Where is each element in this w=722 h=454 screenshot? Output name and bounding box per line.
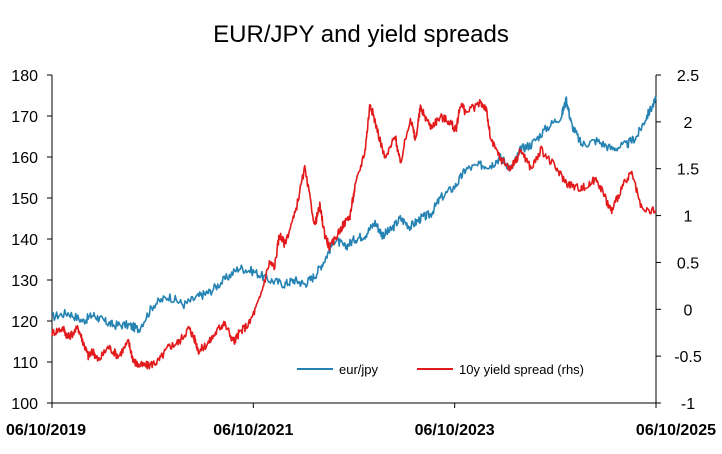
left-tick-label: 160 [11, 150, 38, 167]
x-tick-label: 06/10/2023 [415, 422, 495, 439]
yield-spread-series-line [51, 99, 657, 370]
legend-label-eurjpy: eur/jpy [339, 362, 379, 377]
eurjpy-series-line [51, 96, 657, 334]
right-tick-label: -0.5 [674, 349, 702, 366]
right-tick-label: 0 [684, 302, 693, 319]
left-tick-label: 140 [11, 232, 38, 249]
right-tick-label: 0.5 [677, 255, 699, 272]
x-tick-label: 06/10/2025 [636, 422, 716, 439]
left-tick-label: 100 [11, 396, 38, 413]
right-tick-label: 1.5 [677, 162, 699, 179]
plot-area: 100 110 120 130 140 150 160 170 180 -1 -0.5 0 0.5 1 1.… [6, 68, 716, 439]
right-tick-label: -1 [681, 396, 695, 413]
left-tick-label: 180 [11, 68, 38, 85]
right-tick-label: 1 [684, 209, 693, 226]
x-tick-label: 06/10/2021 [213, 422, 293, 439]
chart-title: EUR/JPY and yield spreads [213, 21, 509, 48]
left-tick-label: 110 [12, 355, 38, 372]
left-tick-label: 150 [11, 191, 38, 208]
right-tick-label: 2 [684, 115, 693, 132]
left-tick-label: 170 [11, 109, 38, 126]
legend-label-yield-spread: 10y yield spread (rhs) [459, 362, 584, 377]
x-tick-label: 06/10/2019 [6, 422, 86, 439]
left-tick-label: 130 [11, 273, 38, 290]
left-tick-label: 120 [11, 314, 38, 331]
right-tick-label: 2.5 [677, 68, 699, 85]
